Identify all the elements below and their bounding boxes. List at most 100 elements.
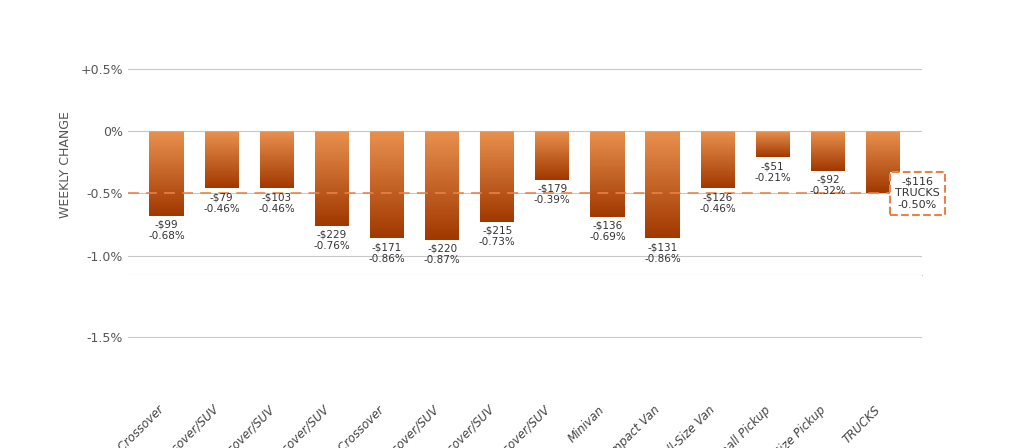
Bar bbox=[700, 184, 735, 185]
Bar bbox=[811, 154, 845, 155]
Bar bbox=[591, 164, 625, 165]
Bar bbox=[370, 213, 404, 215]
Bar bbox=[536, 174, 569, 175]
Bar bbox=[536, 152, 569, 154]
Bar bbox=[370, 138, 404, 140]
Bar bbox=[645, 206, 680, 208]
Bar bbox=[205, 179, 239, 181]
Bar bbox=[866, 170, 900, 171]
Bar bbox=[205, 169, 239, 170]
Bar bbox=[425, 153, 459, 155]
Bar bbox=[700, 153, 735, 154]
Bar bbox=[700, 142, 735, 144]
Bar bbox=[150, 199, 183, 201]
Bar bbox=[314, 218, 349, 220]
Bar bbox=[645, 133, 680, 135]
Bar bbox=[866, 160, 900, 161]
Bar bbox=[205, 164, 239, 165]
Bar bbox=[480, 191, 514, 193]
Bar bbox=[645, 198, 680, 200]
Text: -$116
TRUCKS
-0.50%: -$116 TRUCKS -0.50% bbox=[895, 177, 940, 210]
Bar bbox=[700, 139, 735, 140]
Bar bbox=[591, 142, 625, 143]
Bar bbox=[260, 187, 294, 189]
Bar bbox=[700, 159, 735, 160]
Bar bbox=[480, 137, 514, 138]
Bar bbox=[700, 165, 735, 167]
Bar bbox=[480, 164, 514, 166]
Bar bbox=[480, 207, 514, 209]
Bar bbox=[591, 152, 625, 154]
Bar bbox=[866, 146, 900, 147]
Bar bbox=[480, 195, 514, 197]
Bar bbox=[480, 140, 514, 142]
Bar bbox=[645, 208, 680, 211]
Bar bbox=[150, 196, 183, 197]
Bar bbox=[591, 210, 625, 212]
Bar bbox=[425, 172, 459, 175]
Bar bbox=[866, 178, 900, 180]
Bar bbox=[811, 136, 845, 137]
Bar bbox=[866, 192, 900, 194]
Bar bbox=[205, 156, 239, 158]
Bar bbox=[260, 145, 294, 146]
Bar bbox=[480, 198, 514, 200]
Bar bbox=[425, 237, 459, 240]
Bar bbox=[700, 137, 735, 138]
Bar bbox=[260, 137, 294, 138]
Bar bbox=[205, 140, 239, 142]
Bar bbox=[370, 165, 404, 168]
Bar bbox=[150, 194, 183, 196]
Bar bbox=[811, 162, 845, 163]
Bar bbox=[811, 146, 845, 147]
Bar bbox=[205, 151, 239, 152]
Bar bbox=[425, 188, 459, 190]
Bar bbox=[866, 161, 900, 162]
Bar bbox=[260, 156, 294, 158]
Bar bbox=[536, 145, 569, 146]
Bar bbox=[700, 186, 735, 187]
Bar bbox=[811, 137, 845, 138]
Bar bbox=[591, 212, 625, 214]
Bar bbox=[536, 131, 569, 132]
Text: -$220
-0.87%: -$220 -0.87% bbox=[424, 243, 461, 265]
Bar bbox=[260, 158, 294, 159]
Bar bbox=[811, 143, 845, 144]
Bar bbox=[150, 214, 183, 216]
Bar bbox=[205, 150, 239, 151]
Bar bbox=[370, 195, 404, 198]
Bar bbox=[536, 135, 569, 136]
Bar bbox=[700, 160, 735, 161]
Bar bbox=[700, 161, 735, 162]
Bar bbox=[205, 136, 239, 137]
Bar bbox=[260, 159, 294, 160]
Bar bbox=[480, 153, 514, 155]
Bar bbox=[205, 168, 239, 169]
Bar bbox=[480, 157, 514, 159]
Bar bbox=[314, 159, 349, 161]
Bar bbox=[314, 142, 349, 144]
Bar bbox=[425, 222, 459, 224]
Bar bbox=[314, 203, 349, 205]
Bar bbox=[205, 152, 239, 153]
Bar bbox=[150, 158, 183, 160]
Bar bbox=[536, 141, 569, 142]
Bar bbox=[756, 143, 790, 144]
Text: -$136
-0.69%: -$136 -0.69% bbox=[589, 221, 626, 242]
Bar bbox=[425, 179, 459, 181]
Bar bbox=[205, 138, 239, 139]
Bar bbox=[645, 219, 680, 221]
Bar bbox=[150, 185, 183, 187]
Bar bbox=[591, 131, 625, 133]
Bar bbox=[591, 188, 625, 190]
Bar bbox=[536, 150, 569, 151]
Bar bbox=[536, 162, 569, 163]
Bar bbox=[811, 131, 845, 132]
Bar bbox=[700, 167, 735, 168]
Bar bbox=[314, 220, 349, 222]
Bar bbox=[866, 165, 900, 166]
Bar bbox=[866, 187, 900, 189]
Bar bbox=[811, 140, 845, 141]
Bar bbox=[260, 167, 294, 168]
Bar bbox=[811, 148, 845, 149]
